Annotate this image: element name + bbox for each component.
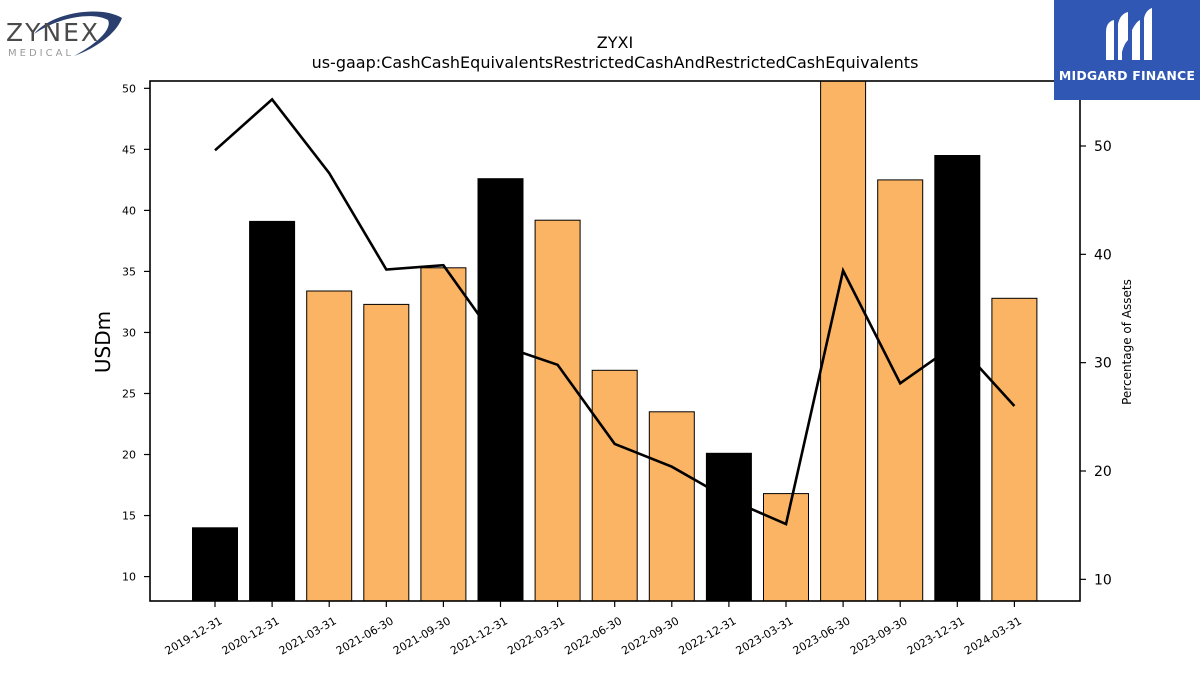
x-tick-label-2020-12-31: 2020-12-31	[220, 614, 282, 657]
y-axis-label: USDm	[91, 311, 115, 373]
x-tick-label-2021-06-30: 2021-06-30	[334, 614, 396, 657]
bar-2022-12-31	[705, 452, 752, 601]
bar-2024-03-31	[991, 297, 1038, 601]
bar-2021-03-31	[306, 290, 353, 601]
zynex-swoosh-icon	[34, 11, 122, 56]
y-tick-label-20: 20	[122, 449, 136, 462]
bar-2021-12-31	[477, 178, 524, 601]
midgard-finance-logo: MIDGARD FINANCE	[1054, 0, 1200, 100]
y-tick-label-25: 25	[122, 387, 136, 400]
chart-subtitle: us-gaap:CashCashEquivalentsRestrictedCas…	[312, 53, 919, 72]
bar-2020-12-31	[249, 220, 296, 601]
x-tick-label-2021-12-31: 2021-12-31	[448, 614, 510, 657]
x-tick-label-2021-03-31: 2021-03-31	[277, 614, 339, 657]
y-right-tick-label-40: 40	[1094, 247, 1112, 263]
x-tick-label-2019-12-31: 2019-12-31	[163, 614, 225, 657]
x-tick-label-2023-03-31: 2023-03-31	[734, 614, 796, 657]
y-axis-right-label: Percentage of Assets	[1120, 279, 1134, 405]
bar-2023-12-31	[934, 155, 981, 601]
percentage-line	[214, 97, 1016, 526]
midgard-mark-icon	[1106, 8, 1152, 60]
y-tick-label-35: 35	[122, 265, 136, 278]
x-tick-label-2023-09-30: 2023-09-30	[848, 614, 910, 657]
bar-2019-12-31	[192, 527, 238, 601]
y-tick-label-50: 50	[122, 82, 136, 95]
chart-title: ZYXI	[597, 33, 633, 52]
bars-group	[192, 81, 1038, 601]
y-tick-label-10: 10	[122, 571, 136, 584]
bar-2022-06-30	[591, 369, 638, 601]
line-group	[214, 97, 1016, 526]
x-tick-label-2022-12-31: 2022-12-31	[677, 614, 739, 657]
y-right-tick-label-50: 50	[1094, 139, 1112, 155]
x-tick-label-2023-12-31: 2023-12-31	[905, 614, 967, 657]
zynex-logo-text: ZYNEX	[6, 18, 101, 47]
bar-2021-09-30	[420, 267, 467, 601]
y-tick-label-15: 15	[122, 510, 136, 523]
x-tick-label-2022-03-31: 2022-03-31	[505, 614, 567, 657]
x-tick-label-2024-03-31: 2024-03-31	[962, 614, 1024, 657]
x-tick-label-2022-09-30: 2022-09-30	[619, 614, 681, 657]
x-tick-label-2021-09-30: 2021-09-30	[391, 614, 453, 657]
zynex-logo: ZYNEX MEDICAL	[4, 4, 124, 62]
zynex-logo-subtext: MEDICAL	[8, 48, 74, 59]
y-tick-label-45: 45	[122, 143, 136, 156]
x-tick-label-2022-06-30: 2022-06-30	[562, 614, 624, 657]
y-tick-label-30: 30	[122, 326, 136, 339]
bar-2022-03-31	[534, 219, 581, 601]
bar-2022-09-30	[648, 411, 695, 601]
y-right-tick-label-30: 30	[1094, 356, 1112, 372]
bar-2021-06-30	[363, 303, 410, 601]
y-tick-label-40: 40	[122, 204, 136, 217]
bar-2023-03-31	[763, 493, 809, 601]
x-tick-label-2023-06-30: 2023-06-30	[791, 614, 853, 657]
midgard-logo-text: MIDGARD FINANCE	[1058, 68, 1196, 83]
y-right-tick-label-20: 20	[1094, 464, 1112, 480]
y-right-tick-label-10: 10	[1094, 572, 1112, 588]
bar-2023-09-30	[877, 179, 924, 601]
